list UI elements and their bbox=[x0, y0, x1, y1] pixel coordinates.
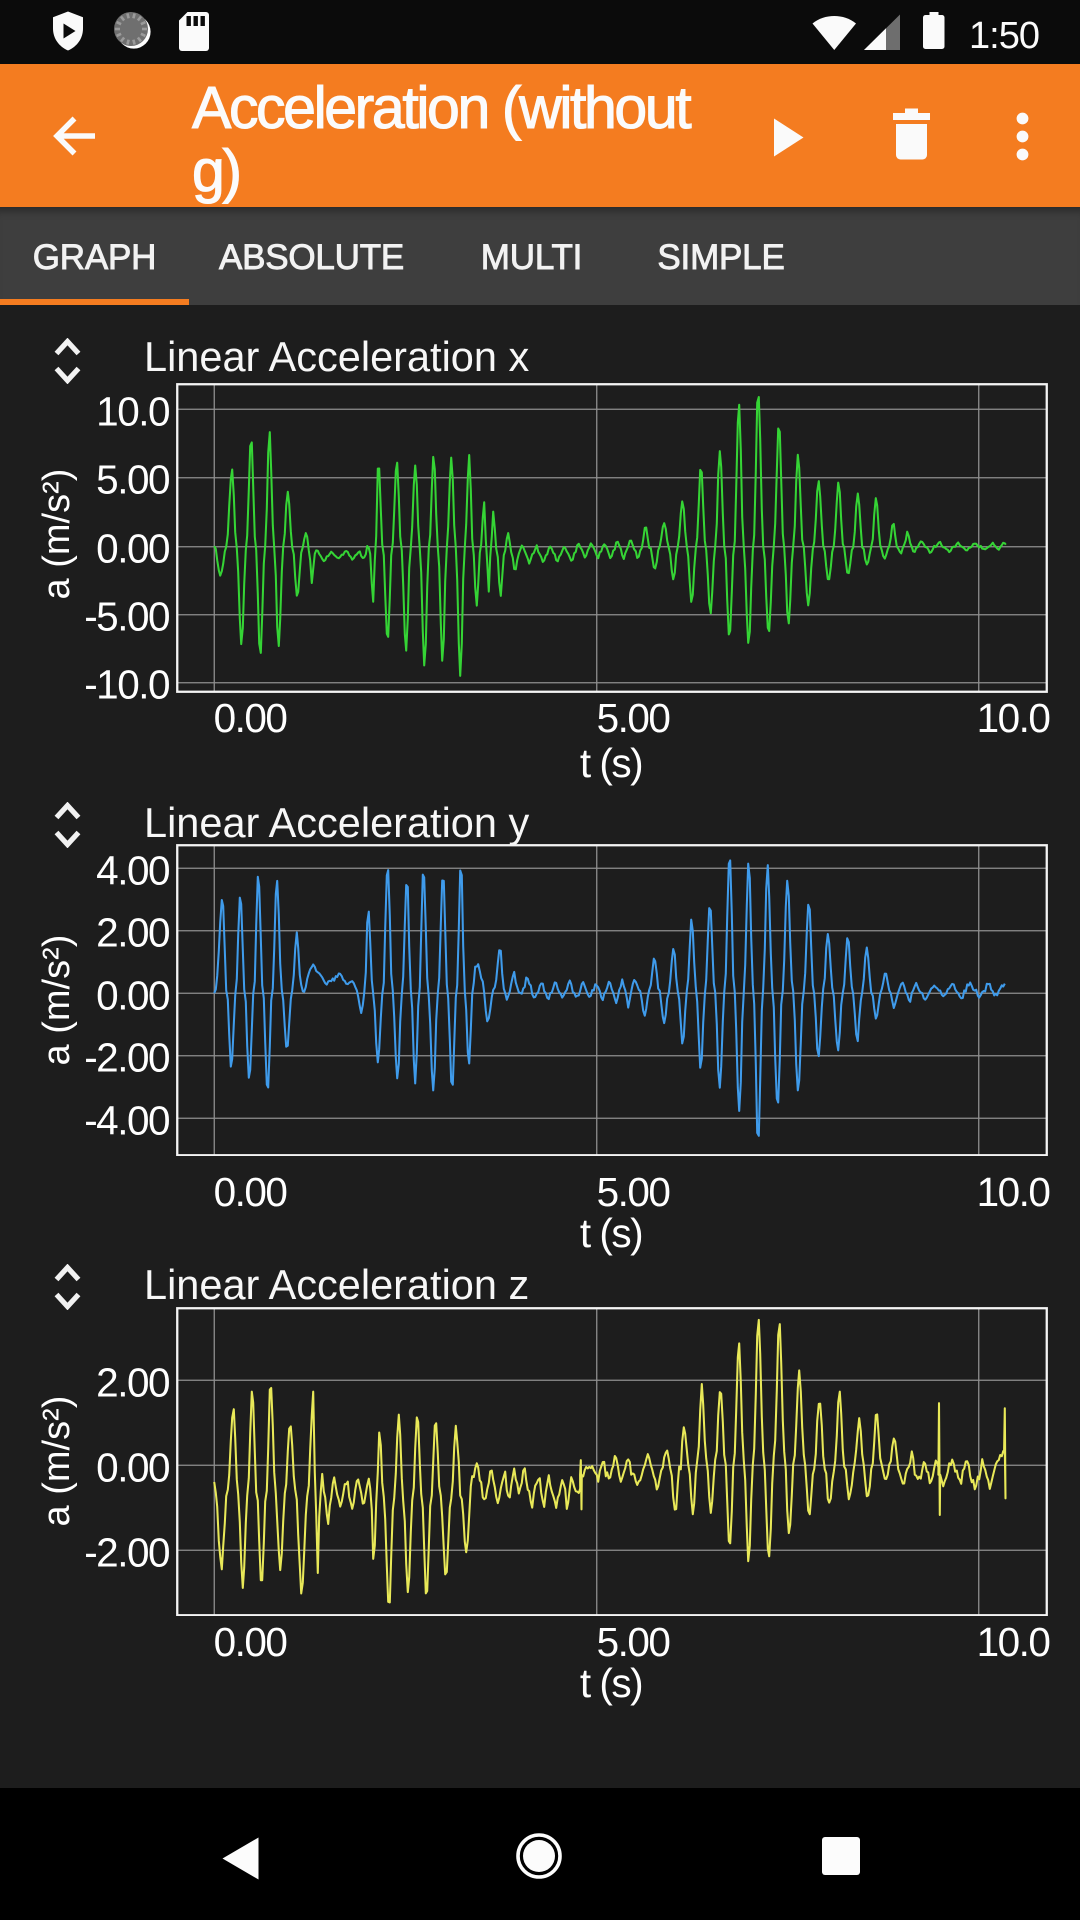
svg-text:a (m/s²): a (m/s²) bbox=[36, 935, 78, 1066]
svg-text:a (m/s²): a (m/s²) bbox=[36, 469, 78, 600]
svg-text:a (m/s²): a (m/s²) bbox=[36, 1396, 78, 1527]
